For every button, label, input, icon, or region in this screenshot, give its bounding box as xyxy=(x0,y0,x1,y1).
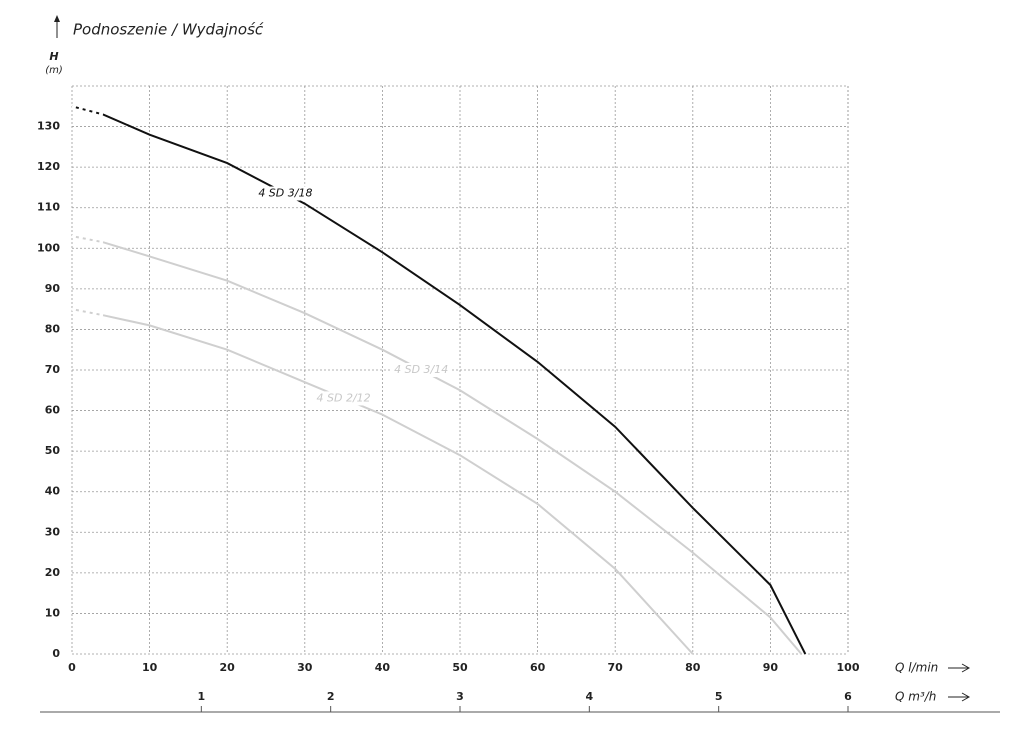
y-axis-unit: (m) xyxy=(45,65,63,76)
curve xyxy=(71,235,803,655)
curve-dashed-start xyxy=(71,234,104,244)
arrow xyxy=(948,663,971,673)
y-tick-label: 40 xyxy=(45,485,61,498)
x2-tick-label: 4 xyxy=(586,690,594,703)
x-tick-label: 30 xyxy=(297,661,313,674)
y-tick-label: 90 xyxy=(45,282,61,295)
curve-dashed-start xyxy=(71,307,104,317)
x-tick-label: 20 xyxy=(220,661,236,674)
label-halo xyxy=(255,186,316,201)
x-tick-label: 10 xyxy=(142,661,158,674)
x-tick-label: 80 xyxy=(685,661,701,674)
chart-title: Podnoszenie / Wydajność xyxy=(73,21,264,39)
series-label: 4 SD 3/18 xyxy=(258,187,312,200)
y-tick-label: 110 xyxy=(37,201,60,214)
x2-axis-label: Q m³/h xyxy=(895,690,936,704)
y-tick-label: 70 xyxy=(45,363,61,376)
x2-tick-label: 6 xyxy=(844,690,852,703)
x-tick-label: 60 xyxy=(530,661,546,674)
x-tick-label: 70 xyxy=(608,661,624,674)
y-tick-label: 10 xyxy=(45,606,61,619)
x2-tick-label: 2 xyxy=(327,690,335,703)
curve xyxy=(71,105,807,655)
y-tick-label: 130 xyxy=(37,120,60,133)
y-tick-label: 80 xyxy=(45,322,61,335)
y-tick-label: 60 xyxy=(45,404,61,417)
arrow xyxy=(948,692,971,702)
y-tick-label: 20 xyxy=(45,566,61,579)
x-tick-label: 50 xyxy=(452,661,468,674)
x-tick-label: 100 xyxy=(837,661,860,674)
x2-tick-label: 1 xyxy=(198,690,206,703)
x2-tick-label: 3 xyxy=(456,690,464,703)
y-tick-label: 120 xyxy=(37,160,60,173)
y-tick-label: 100 xyxy=(37,241,60,254)
x-tick-label: 0 xyxy=(68,661,76,674)
y-tick-label: 30 xyxy=(45,525,61,538)
x-tick-label: 90 xyxy=(763,661,779,674)
label-halo xyxy=(391,363,452,377)
series-label: 4 SD 2/12 xyxy=(317,391,371,404)
x2-tick-label: 5 xyxy=(715,690,723,703)
label-halo xyxy=(313,391,374,406)
y-tick-label: 50 xyxy=(45,444,61,457)
y-tick-label: 0 xyxy=(52,647,60,660)
curve-dashed-start xyxy=(71,104,104,116)
y-axis-label: H xyxy=(49,50,58,63)
x-tick-label: 40 xyxy=(375,661,391,674)
series-label: 4 SD 3/14 xyxy=(394,363,448,376)
x-axis-label: Q l/min xyxy=(895,661,938,675)
arrow-head xyxy=(54,15,60,22)
